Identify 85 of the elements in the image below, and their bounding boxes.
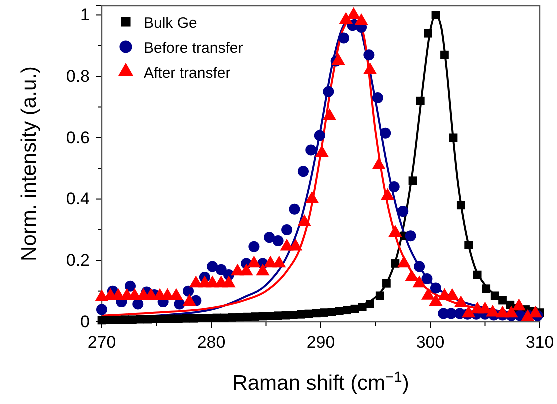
- point: [272, 236, 284, 246]
- point: [391, 260, 400, 268]
- point: [190, 314, 198, 323]
- point: [364, 50, 375, 61]
- point: [159, 315, 168, 324]
- point: [124, 280, 136, 292]
- point: [449, 134, 458, 142]
- point: [289, 311, 298, 320]
- point: [216, 264, 227, 276]
- point: [207, 261, 218, 272]
- point: [350, 304, 360, 314]
- point: [372, 92, 384, 104]
- point: [422, 274, 433, 285]
- point: [382, 279, 391, 288]
- point: [151, 315, 160, 324]
- y-tick-label: 0.2: [66, 251, 90, 270]
- point: [498, 296, 507, 305]
- point: [128, 316, 137, 324]
- point: [113, 316, 122, 324]
- point: [166, 314, 176, 324]
- point: [183, 286, 194, 297]
- y-tick-label: 0.8: [66, 67, 90, 86]
- point: [405, 230, 416, 242]
- point: [248, 241, 260, 252]
- point: [408, 176, 418, 186]
- y-tick-label: 0.4: [66, 190, 90, 209]
- y-axis-title: Norm. intensity (a.u.): [18, 66, 41, 262]
- point: [312, 309, 321, 318]
- legend-label: Before transfer: [144, 40, 244, 57]
- point: [388, 182, 400, 192]
- point: [314, 130, 326, 142]
- point: [414, 261, 426, 272]
- point: [328, 308, 336, 316]
- point: [358, 303, 367, 312]
- point: [289, 204, 300, 215]
- point: [197, 314, 206, 322]
- point: [266, 312, 275, 320]
- y-tick-label: 0.6: [66, 128, 90, 148]
- x-tick-label: 280: [197, 333, 226, 352]
- point: [398, 206, 409, 218]
- point: [424, 29, 432, 38]
- point: [432, 11, 440, 20]
- point: [464, 241, 474, 250]
- point: [416, 96, 425, 106]
- point: [380, 128, 392, 139]
- legend-label: Bulk Ge: [144, 15, 198, 32]
- point: [482, 284, 491, 294]
- point: [243, 312, 252, 322]
- point: [136, 315, 145, 324]
- point: [264, 232, 276, 244]
- point: [251, 312, 260, 321]
- point: [174, 314, 183, 324]
- point: [323, 86, 334, 98]
- point: [338, 32, 350, 44]
- point: [297, 310, 306, 319]
- point: [343, 306, 352, 315]
- point: [298, 166, 309, 178]
- y-tick-label: 0: [80, 312, 90, 332]
- x-tick-label: 290: [306, 333, 336, 352]
- point: [205, 314, 214, 322]
- point: [236, 313, 244, 322]
- point: [430, 282, 442, 294]
- point: [490, 292, 500, 300]
- point: [228, 314, 236, 322]
- point: [306, 144, 317, 156]
- point: [120, 316, 130, 324]
- point: [282, 224, 293, 236]
- point: [96, 304, 108, 316]
- x-tick-label: 270: [88, 333, 116, 352]
- y-tick-label: 1: [80, 6, 90, 25]
- point: [274, 312, 282, 320]
- point: [366, 300, 374, 308]
- x-tick-label: 300: [416, 333, 445, 352]
- x-tick-label: 310: [526, 333, 554, 352]
- point: [473, 270, 482, 280]
- point: [132, 298, 144, 310]
- point: [440, 50, 449, 60]
- point: [105, 316, 114, 324]
- point: [376, 292, 384, 300]
- point: [456, 201, 466, 210]
- point: [335, 307, 344, 316]
- point: [182, 314, 190, 323]
- x-axis-title: Raman shift (cm$^{−1}$): [232, 370, 410, 395]
- legend-label: After transfer: [144, 65, 231, 82]
- point: [320, 308, 328, 317]
